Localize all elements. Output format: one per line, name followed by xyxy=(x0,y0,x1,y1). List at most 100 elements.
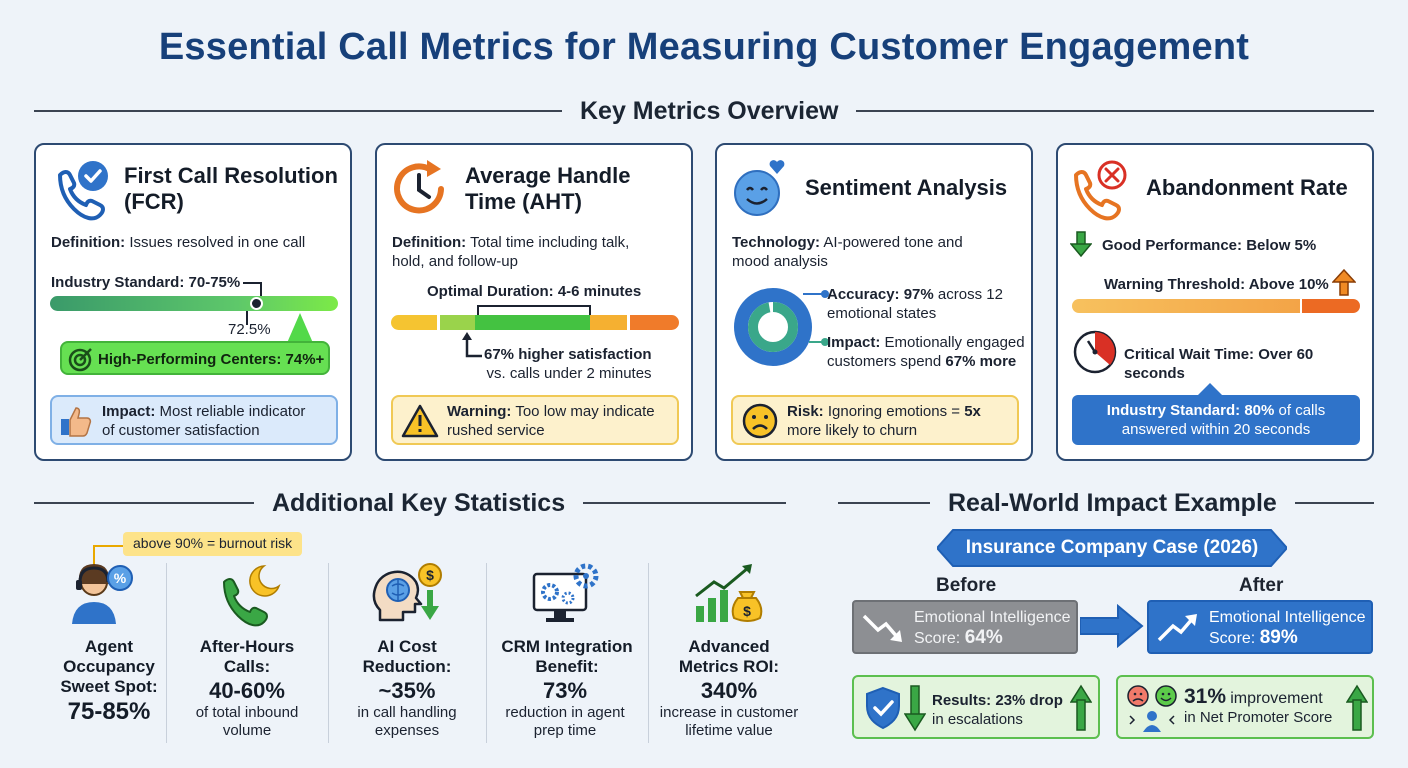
abandonment-card: Abandonment Rate Good Performance: Below… xyxy=(1056,143,1374,461)
divider xyxy=(166,563,167,743)
stat-value: 340% xyxy=(700,678,758,703)
arrow-right-icon xyxy=(1080,604,1144,648)
warning-threshold: Warning Threshold: Above 10% xyxy=(1104,276,1329,293)
section-title-impact: Real-World Impact Example xyxy=(930,489,1295,518)
case-banner xyxy=(937,529,1287,567)
divider xyxy=(486,563,487,743)
page-title: Essential Call Metrics for Measuring Cus… xyxy=(158,26,1250,68)
accuracy-text: Accuracy: 97% across 12 emotional states xyxy=(827,286,1003,322)
fcr-marker-label: 72.5% xyxy=(228,321,271,338)
critical-wait-time: Critical Wait Time: Over 60 seconds xyxy=(1124,346,1314,382)
stat-label: Advanced Metrics ROI: xyxy=(678,637,780,676)
warning-box: Warning: Too low may indicate rushed serv… xyxy=(391,395,679,445)
before-label: Before xyxy=(936,575,997,596)
trend-down-icon xyxy=(862,614,902,642)
after-label: After xyxy=(1239,575,1284,596)
results-box: Results: 23% drop in escalations xyxy=(852,675,1100,739)
stat-description: in call handling expenses xyxy=(357,704,457,739)
stat-value: 75-85% xyxy=(67,698,151,725)
leader-line xyxy=(803,293,825,295)
nps-box: 31% improvement in Net Promoter Score xyxy=(1116,675,1374,739)
good-performance: Good Performance: Below 5% xyxy=(1102,237,1317,254)
pointer-arrow-icon xyxy=(462,332,482,358)
fcr-progress-bar xyxy=(50,296,338,311)
svg-text:%: % xyxy=(114,570,127,586)
stat-description: increase in customer lifetime value xyxy=(659,704,799,739)
industry-standard: Industry Standard: 70-75% xyxy=(51,274,241,291)
card-title: Average Handle Time (AHT) xyxy=(465,163,631,214)
target-icon xyxy=(68,348,92,372)
customer-faces-icon xyxy=(1127,685,1177,732)
aht-duration-bar xyxy=(391,315,679,330)
after-score-box: Emotional Intelligence Score: 89% xyxy=(1147,600,1373,654)
impact-text: Impact: Emotionally engaged customers spe… xyxy=(827,334,1025,370)
stat-label: AI Cost Reduction: xyxy=(362,637,452,676)
trend-up-icon xyxy=(1157,614,1197,642)
stat-label: After-Hours Calls: xyxy=(199,637,295,676)
divider xyxy=(328,563,329,743)
section-title-additional: Additional Key Statistics xyxy=(254,489,584,518)
divider xyxy=(648,563,649,743)
callout-pointer xyxy=(1198,383,1222,395)
fcr-card: First Call Resolution (FCR) Definition: I… xyxy=(34,143,352,461)
phone-check-icon xyxy=(58,161,108,221)
aht-card: Average Handle Time (AHT) Definition: Tot… xyxy=(375,143,693,461)
leader-line xyxy=(809,341,825,343)
clock-refresh-icon xyxy=(394,160,444,214)
growth-chart-moneybag-icon: $ xyxy=(695,564,763,622)
card-title: Sentiment Analysis xyxy=(805,175,1008,200)
svg-text:$: $ xyxy=(426,567,434,583)
smiley-heart-icon xyxy=(734,160,785,216)
phone-moon-icon xyxy=(223,565,281,627)
stat-description: of total inbound volume xyxy=(195,704,299,739)
satisfaction-note: 67% higher satisfaction vs. calls under 2… xyxy=(484,346,652,382)
before-score-box: Emotional Intelligence Score: 64% xyxy=(852,600,1078,654)
warning-text: Warning: Too low may indicate rushed serv… xyxy=(447,403,655,439)
warning-icon xyxy=(401,404,439,438)
results-text: Results: 23% drop in escalations xyxy=(932,692,1063,728)
leader-dot xyxy=(821,338,829,346)
stat-label: CRM Integration Benefit: xyxy=(501,637,633,676)
nps-text: 31% improvement in Net Promoter Score xyxy=(1184,685,1333,726)
burnout-note: above 90% = burnout risk xyxy=(123,532,303,556)
threshold-bar xyxy=(1072,299,1360,313)
optimal-duration: Optimal Duration: 4-6 minutes xyxy=(427,283,642,300)
arrow-down-icon xyxy=(1070,231,1092,257)
ai-brain-cost-icon: $ xyxy=(372,563,442,622)
risk-text: Risk: Ignoring emotions = 5x more likely … xyxy=(787,403,981,439)
crm-monitor-gears-icon xyxy=(532,563,599,622)
arrow-down-icon xyxy=(904,685,926,732)
definition: Definition: Issues resolved in one call xyxy=(51,234,306,251)
impact-box: Impact: Most reliable indicator of custom… xyxy=(50,395,338,445)
standard-bracket xyxy=(243,282,262,297)
thumbs-up-icon xyxy=(61,407,92,437)
accuracy-donut xyxy=(734,288,812,366)
arrow-up-icon xyxy=(1332,269,1356,296)
risk-box: Risk: Ignoring emotions = 5x more likely … xyxy=(731,395,1019,445)
stat-label: Agent Occupancy Sweet Spot: xyxy=(60,637,158,696)
burnout-note-connector xyxy=(93,545,123,547)
agent-headset-icon: % xyxy=(72,564,133,624)
optimal-bracket xyxy=(477,305,591,315)
svg-text:$: $ xyxy=(743,603,751,619)
leader-dot xyxy=(821,290,829,298)
card-title: First Call Resolution (FCR) xyxy=(124,163,338,214)
stat-value: 73% xyxy=(542,678,588,703)
shield-check-icon xyxy=(866,686,900,730)
timer-icon xyxy=(1073,330,1117,374)
stat-description: reduction in agent prep time xyxy=(505,704,625,739)
case-banner-text: Insurance Company Case (2026) xyxy=(965,537,1259,558)
technology: Technology: AI-powered tone and mood anal… xyxy=(732,234,963,270)
high-performing-badge: High-Performing Centers: 74%+ xyxy=(60,341,330,375)
sad-face-icon xyxy=(742,403,778,439)
impact-text: Impact: Most reliable indicator of custom… xyxy=(102,403,306,439)
industry-standard-box: Industry Standard: 80% of calls answered … xyxy=(1072,395,1360,445)
fcr-marker xyxy=(250,297,263,310)
arrow-up-icon xyxy=(1346,684,1368,731)
phone-cancel-icon xyxy=(1074,160,1127,221)
arrow-up-icon xyxy=(1070,684,1092,731)
callout-pointer xyxy=(287,313,313,343)
burnout-note-connector xyxy=(93,545,95,565)
fcr-marker-stem xyxy=(246,311,248,325)
stat-value: ~35% xyxy=(378,678,436,703)
